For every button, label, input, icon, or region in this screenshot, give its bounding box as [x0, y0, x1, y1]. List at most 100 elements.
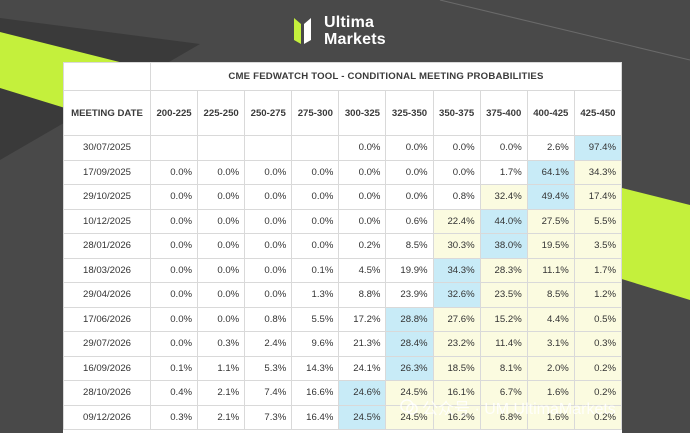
header-rate-range: 325-350: [385, 90, 434, 136]
probability-cell: 0.0%: [244, 282, 293, 308]
probability-cell: 28.3%: [479, 257, 528, 283]
probability-cell: 1.7%: [479, 159, 528, 185]
probability-cell: 0.0%: [197, 159, 246, 185]
probability-cell: 11.1%: [526, 257, 575, 283]
table-title-row: CME FEDWATCH TOOL - CONDITIONAL MEETING …: [63, 62, 622, 91]
brand-name-line2: Markets: [324, 31, 386, 48]
probability-cell: 0.5%: [573, 306, 622, 332]
probability-cell: 0.2%: [573, 380, 622, 406]
probability-cell: 17.2%: [338, 306, 387, 332]
probability-cell: 0.0%: [197, 184, 246, 210]
probability-cell: 0.0%: [244, 184, 293, 210]
header-meeting-date: MEETING DATE: [63, 90, 151, 136]
table-row: 28/01/2026 0.0% 0.0% 0.0% 0.0% 0.2% 8.5% 30.3% 3…: [63, 233, 622, 259]
probability-cell: 2.1%: [197, 404, 246, 430]
probability-cell: 0.0%: [244, 257, 293, 283]
probability-cell: [149, 135, 199, 161]
probability-cell: 32.6%: [432, 282, 481, 308]
fedwatch-panel: CME FEDWATCH TOOL - CONDITIONAL MEETING …: [63, 62, 622, 433]
probability-cell: 0.0%: [244, 208, 293, 234]
probability-cell: 7.3%: [244, 404, 293, 430]
probability-cell: 0.2%: [338, 233, 387, 259]
probability-cell: 16.6%: [291, 380, 340, 406]
probability-cell: 22.4%: [432, 208, 481, 234]
probability-cell: 5.3%: [244, 355, 293, 381]
probability-cell: 26.3%: [385, 355, 434, 381]
probability-cell: 97.4%: [573, 135, 622, 161]
meeting-date-cell: 29/07/2026: [63, 331, 151, 357]
probability-cell: 30.3%: [432, 233, 481, 259]
probability-cell: 0.2%: [573, 355, 622, 381]
probability-cell: 0.0%: [291, 184, 340, 210]
probability-cell: 7.4%: [244, 380, 293, 406]
probability-cell: 8.1%: [479, 355, 528, 381]
probability-cell: 9.6%: [291, 331, 340, 357]
probability-cell: 15.2%: [479, 306, 528, 332]
table-row: 29/10/2025 0.0% 0.0% 0.0% 0.0% 0.0% 0.0% 0.8% 32…: [63, 184, 622, 210]
probability-cell: [291, 135, 340, 161]
table-row: 17/06/2026 0.0% 0.0% 0.8% 5.5% 17.2% 28.8% 27.6…: [63, 306, 622, 332]
probability-table: CME FEDWATCH TOOL - CONDITIONAL MEETING …: [63, 62, 622, 430]
probability-cell: 0.0%: [197, 282, 246, 308]
probability-cell: 0.0%: [149, 257, 199, 283]
probability-cell: 5.5%: [573, 208, 622, 234]
probability-cell: 34.3%: [432, 257, 481, 283]
header-rate-range: 400-425: [526, 90, 575, 136]
header-rate-range: 350-375: [432, 90, 481, 136]
title-spacer-cell: [63, 62, 151, 91]
probability-cell: 0.0%: [149, 233, 199, 259]
probability-cell: 2.6%: [526, 135, 575, 161]
meeting-date-cell: 16/09/2026: [63, 355, 151, 381]
probability-cell: 0.2%: [573, 404, 622, 430]
probability-cell: 0.0%: [338, 208, 387, 234]
probability-cell: 4.5%: [338, 257, 387, 283]
probability-cell: 0.0%: [385, 135, 434, 161]
brand-logo: Ultima Markets: [292, 14, 386, 48]
table-row: 10/12/2025 0.0% 0.0% 0.0% 0.0% 0.0% 0.6% 22.4% 4…: [63, 208, 622, 234]
probability-cell: 6.7%: [479, 380, 528, 406]
table-row: 29/07/2026 0.0% 0.3% 2.4% 9.6% 21.3% 28.4% 23.2…: [63, 331, 622, 357]
table-row: 16/09/2026 0.1% 1.1% 5.3% 14.3% 24.1% 26.3% 18.…: [63, 355, 622, 381]
probability-cell: 0.0%: [432, 159, 481, 185]
probability-cell: 0.0%: [244, 233, 293, 259]
probability-cell: 28.4%: [385, 331, 434, 357]
probability-cell: 0.1%: [291, 257, 340, 283]
probability-cell: 14.3%: [291, 355, 340, 381]
probability-cell: 0.0%: [338, 159, 387, 185]
probability-cell: 0.0%: [149, 306, 199, 332]
probability-cell: 0.0%: [385, 159, 434, 185]
probability-cell: 23.5%: [479, 282, 528, 308]
probability-cell: 32.4%: [479, 184, 528, 210]
header-rate-range: 425-450: [573, 90, 622, 136]
probability-cell: 24.5%: [338, 404, 387, 430]
table-row: 17/09/2025 0.0% 0.0% 0.0% 0.0% 0.0% 0.0% 0.0% 1.…: [63, 159, 622, 185]
probability-cell: 0.0%: [432, 135, 481, 161]
probability-cell: 0.0%: [479, 135, 528, 161]
probability-cell: 1.1%: [197, 355, 246, 381]
probability-cell: 0.0%: [244, 159, 293, 185]
probability-cell: 0.0%: [149, 331, 199, 357]
table-row: 28/10/2026 0.4% 2.1% 7.4% 16.6% 24.6% 24.5% 16.…: [63, 380, 622, 406]
meeting-date-cell: 29/10/2025: [63, 184, 151, 210]
probability-cell: 0.0%: [291, 208, 340, 234]
brand-name-line1: Ultima: [324, 14, 375, 31]
table-row: 29/04/2026 0.0% 0.0% 0.0% 1.3% 8.8% 23.9% 32.6%…: [63, 282, 622, 308]
probability-cell: 24.1%: [338, 355, 387, 381]
probability-cell: 3.5%: [573, 233, 622, 259]
probability-cell: 2.1%: [197, 380, 246, 406]
probability-cell: 27.5%: [526, 208, 575, 234]
probability-cell: 38.0%: [479, 233, 528, 259]
probability-cell: 5.5%: [291, 306, 340, 332]
probability-cell: 8.5%: [385, 233, 434, 259]
meeting-date-cell: 28/10/2026: [63, 380, 151, 406]
probability-cell: 0.3%: [149, 404, 199, 430]
meeting-date-cell: 18/03/2026: [63, 257, 151, 283]
probability-cell: 16.1%: [432, 380, 481, 406]
probability-cell: 19.9%: [385, 257, 434, 283]
header-rate-range: 275-300: [291, 90, 340, 136]
probability-cell: 0.4%: [149, 380, 199, 406]
probability-cell: 44.0%: [479, 208, 528, 234]
table-row: 18/03/2026 0.0% 0.0% 0.0% 0.1% 4.5% 19.9% 34.3%…: [63, 257, 622, 283]
probability-cell: 0.6%: [385, 208, 434, 234]
probability-cell: 18.5%: [432, 355, 481, 381]
